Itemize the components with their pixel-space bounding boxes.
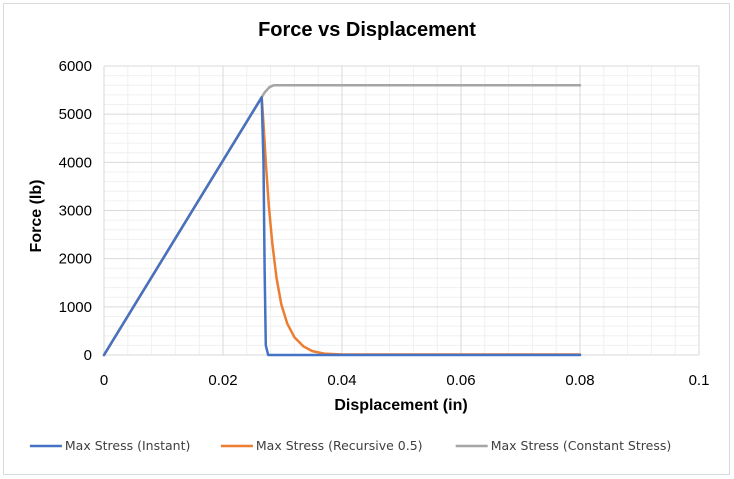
y-tick-label: 3000 — [59, 203, 92, 220]
legend-label-max-stress-instant: Max Stress (Instant) — [65, 438, 190, 453]
x-tick-label: 0.08 — [565, 372, 594, 389]
y-tick-label: 2000 — [59, 251, 92, 268]
x-tick-label: 0 — [100, 372, 108, 389]
y-tick-label: 6000 — [59, 58, 92, 75]
legend-label-max-stress-recursive-0-5: Max Stress (Recursive 0.5) — [256, 438, 423, 453]
y-axis-title: Force (lb) — [28, 180, 45, 253]
x-axis-title: Displacement (in) — [334, 397, 467, 414]
axes: 0 0.02 0.04 0.06 0.08 0.1 0 1000 2000 3000 4000 500… — [59, 58, 710, 389]
legend-label-max-stress-constant-stress: Max Stress (Constant Stress) — [491, 438, 672, 453]
x-tick-label: 0.04 — [327, 372, 356, 389]
chart-frame: Force vs Displacement 0 0.02 0.04 0.06 0.08 0… — [3, 3, 730, 475]
y-tick-label: 0 — [84, 347, 92, 364]
legend: Max Stress (Instant) Max Stress (Recursiv… — [29, 438, 672, 453]
series-lines — [102, 84, 582, 357]
series-line-max-stress-instant — [102, 96, 582, 357]
x-tick-label: 0.06 — [446, 372, 475, 389]
y-tick-label: 4000 — [59, 154, 92, 171]
y-tick-label: 1000 — [59, 299, 92, 316]
force-displacement-chart: Force vs Displacement 0 0.02 0.04 0.06 0.08 0… — [28, 19, 710, 453]
chart-title: Force vs Displacement — [258, 19, 476, 41]
series-line-max-stress-recursive-0-5 — [102, 96, 582, 357]
x-tick-label: 0.02 — [208, 372, 237, 389]
x-tick-label: 0.1 — [689, 372, 710, 389]
y-tick-label: 5000 — [59, 106, 92, 123]
